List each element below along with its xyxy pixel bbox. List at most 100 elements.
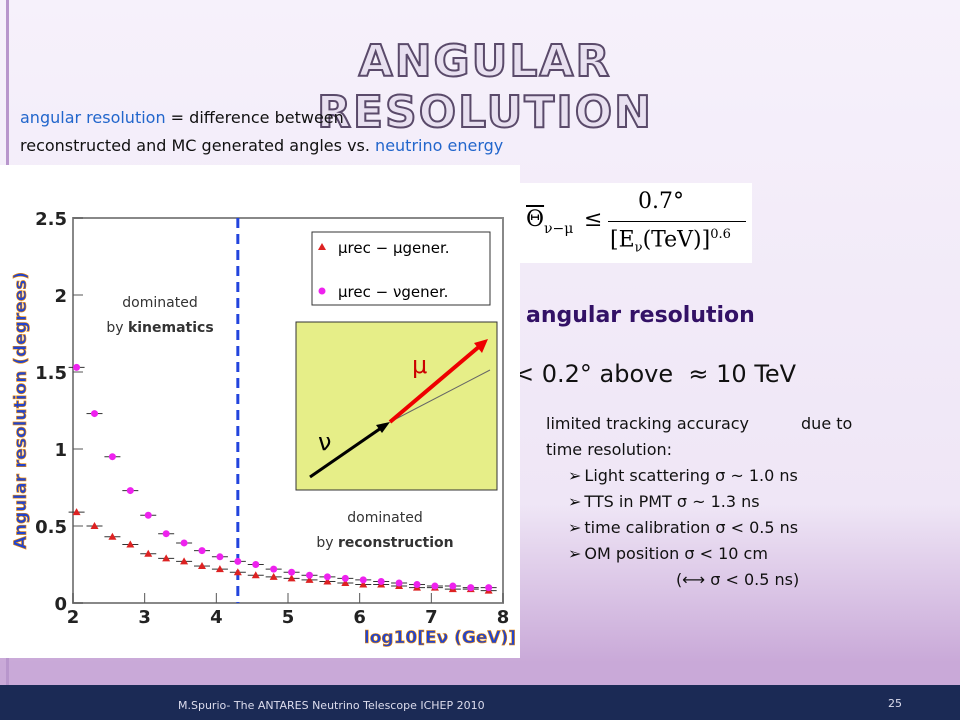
formula-numerator: 0.7° (638, 189, 684, 214)
annotation-part: kinematics (128, 320, 214, 336)
formula: Θ ν−μ ≤ 0.7° [Eν(TeV)]0.6 (520, 183, 752, 263)
point (287, 574, 296, 582)
bullet: TTS in PMT σ ~ 1.3 ns (568, 489, 852, 515)
point (251, 571, 260, 579)
x-tick-label: 7 (425, 607, 438, 628)
bullet: time calibration σ < 0.5 ns (568, 515, 852, 541)
point (162, 530, 170, 538)
legend-marker (318, 243, 326, 250)
intro: angular resolution = difference between … (20, 104, 503, 160)
inset-label: μ (412, 351, 427, 379)
text: limited tracking accuracy (546, 414, 750, 433)
bullet-list: Light scattering σ ~ 1.0 ns TTS in PMT σ… (546, 463, 852, 567)
point (431, 582, 439, 590)
point (341, 578, 350, 586)
footer: M.Spurio- The ANTARES Neutrino Telescope… (0, 685, 960, 720)
annotation: by reconstruction (316, 535, 453, 551)
point (234, 557, 242, 565)
arrowhead (376, 422, 390, 433)
point (108, 532, 117, 540)
approx: ≈ 10 TeV (688, 360, 797, 388)
point (323, 577, 332, 585)
point (180, 557, 189, 565)
x-axis-label: log10[Eν (GeV)] (364, 628, 516, 648)
x-tick-label: 3 (138, 607, 151, 628)
text: Light scattering σ ~ 1.0 ns (584, 466, 798, 485)
legend-marker (318, 287, 326, 295)
formula-relation: ≤ (584, 207, 603, 232)
point (90, 522, 99, 529)
inset-label: ν (318, 428, 331, 456)
footer-text: M.Spurio- The ANTARES Neutrino Telescope… (178, 699, 485, 712)
annotation: by kinematics (106, 320, 213, 336)
point (449, 582, 457, 590)
point (270, 565, 278, 573)
point (269, 572, 278, 580)
point (413, 581, 421, 589)
point (198, 562, 206, 570)
x-tick-label: 2 (67, 607, 80, 628)
point (73, 363, 81, 371)
annotation-part: by (106, 320, 128, 336)
formula-e: E (618, 227, 635, 253)
point (162, 554, 171, 562)
result-heading: angular resolution (526, 303, 755, 328)
point (91, 410, 98, 418)
text: (⟷ σ < 0.5 ns) (676, 570, 800, 589)
point (198, 547, 206, 555)
formula-lhs-sub: ν−μ (544, 221, 574, 237)
text: due to (801, 414, 853, 433)
legend-label: μrec − νgener. (338, 283, 448, 301)
annotation: dominated (122, 295, 197, 311)
nu-arrow (309, 424, 385, 479)
formula-denominator: [Eν(TeV)]0.6 (610, 227, 731, 256)
legend-label: μrec − μgener. (338, 239, 450, 257)
fraction-bar (608, 221, 746, 222)
annotation-part: reconstruction (338, 535, 454, 551)
point (72, 508, 81, 516)
point (252, 561, 260, 568)
point (395, 579, 403, 587)
point (216, 553, 224, 561)
point (359, 580, 368, 588)
annotation-part: by (316, 535, 338, 551)
x-tick-label: 4 (210, 607, 223, 628)
point (341, 574, 349, 582)
text: = difference between (165, 108, 344, 127)
formula-unit: (TeV) (642, 227, 702, 253)
arrowhead (474, 339, 488, 353)
text: TTS in PMT σ ~ 1.3 ns (584, 492, 760, 511)
statement: < 0.2° above (514, 360, 674, 388)
point (233, 568, 242, 576)
point (467, 584, 475, 592)
details: limited tracking accuracy due to time res… (546, 411, 852, 593)
chart: μ ν 0 0.5 1 1.5 2 2.5 2 3 4 5 6 7 8 Angular resolutio… (0, 165, 520, 658)
y-tick-label: 1.5 (35, 363, 67, 384)
y-tick-label: 2.5 (35, 209, 67, 230)
x-tick-label: 6 (353, 607, 366, 628)
point (215, 565, 224, 573)
x-tick-label: 8 (497, 607, 510, 628)
y-tick-label: 2 (54, 286, 67, 307)
term: angular resolution (20, 108, 166, 127)
point (126, 487, 134, 495)
legend (311, 231, 491, 306)
page-number: 25 (888, 697, 902, 710)
bullet: OM position σ < 10 cm (568, 541, 852, 567)
point (144, 549, 153, 557)
y-tick-label: 1 (54, 440, 67, 461)
point (288, 568, 296, 576)
point (144, 511, 152, 519)
y-tick-label: 0 (54, 594, 67, 615)
result: < 0.2° above ≈ 10 TeV (514, 360, 796, 388)
formula-lhs: Θ (526, 207, 545, 232)
term: neutrino energy (375, 136, 504, 155)
text: OM position σ < 10 cm (584, 544, 768, 563)
text: reconstructed and MC generated angles vs… (20, 136, 376, 155)
point (359, 576, 367, 584)
point (305, 575, 314, 583)
formula-sub: ν (634, 240, 643, 256)
x-tick-label: 5 (282, 607, 295, 628)
text: time calibration σ < 0.5 ns (584, 518, 799, 537)
